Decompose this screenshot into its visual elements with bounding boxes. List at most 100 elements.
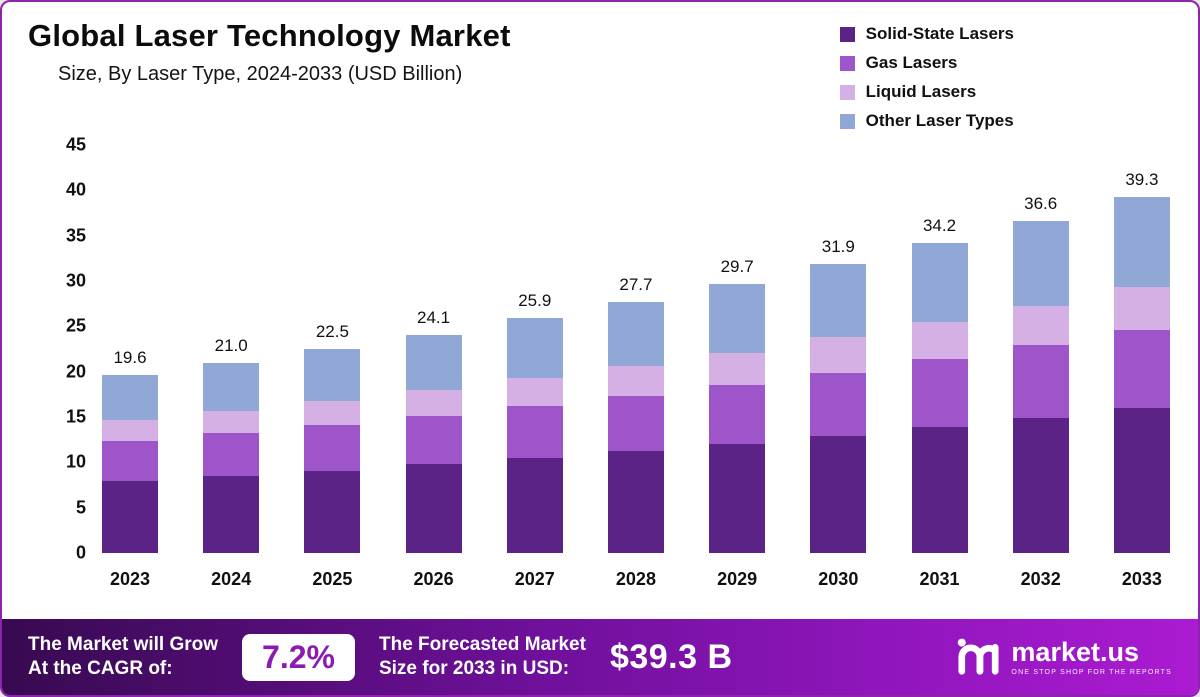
bar-2028: 27.7 2028 bbox=[607, 145, 664, 589]
bar-2025: 22.5 2025 bbox=[304, 145, 361, 589]
bar-segment-other-laser-types bbox=[1012, 221, 1069, 306]
bar-total-label: 29.7 bbox=[720, 256, 754, 276]
forecast-label-line1: The Forecasted Market bbox=[378, 633, 586, 655]
y-tick-label: 40 bbox=[65, 179, 86, 200]
bar-segment-gas-lasers bbox=[1012, 345, 1069, 418]
bar-total-label: 25.9 bbox=[518, 291, 552, 311]
x-axis-label: 2026 bbox=[413, 569, 454, 589]
legend-label: Solid-State Lasers bbox=[865, 24, 1014, 43]
bar-total-label: 21.0 bbox=[214, 335, 248, 355]
bars: 19.6 2023 21.0 2024 22.5 2025 24.1 2026 25.9 2027… bbox=[102, 145, 1170, 589]
brand-tagline: One Stop Shop For The Reports bbox=[1011, 668, 1172, 676]
cagr-label-line2: At the CAGR of: bbox=[28, 658, 173, 679]
y-tick-label: 45 bbox=[65, 134, 86, 155]
bar-segment-solid-state-lasers bbox=[607, 451, 664, 553]
y-tick-label: 25 bbox=[65, 315, 86, 336]
brand-text: market.us One Stop Shop For The Reports bbox=[1011, 636, 1172, 676]
bar-segment-solid-state-lasers bbox=[810, 436, 867, 553]
bar-segment-solid-state-lasers bbox=[405, 464, 462, 553]
bar-segment-gas-lasers bbox=[102, 441, 158, 482]
x-axis-label: 2024 bbox=[211, 569, 252, 589]
bar-2033: 39.3 2033 bbox=[1113, 145, 1170, 589]
bar-segment-liquid-lasers bbox=[709, 352, 766, 386]
bar-segment-other-laser-types bbox=[607, 301, 664, 367]
legend: Solid-State Lasers Gas Lasers Liquid Laser… bbox=[839, 24, 1014, 131]
cagr-label-line1: The Market will Grow bbox=[28, 633, 219, 655]
bar-segment-other-laser-types bbox=[911, 242, 968, 322]
legend-item: Other Laser Types bbox=[839, 111, 1014, 131]
legend-label: Other Laser Types bbox=[865, 111, 1014, 130]
footer-banner: The Market will Grow At the CAGR of: 7.2… bbox=[2, 619, 1198, 695]
x-axis-label: 2025 bbox=[312, 569, 353, 589]
bar-segment-gas-lasers bbox=[405, 416, 462, 465]
header: Global Laser Technology Market Size, By … bbox=[2, 2, 1198, 131]
bar-2031: 34.2 2031 bbox=[911, 145, 968, 589]
title-block: Global Laser Technology Market Size, By … bbox=[28, 18, 511, 131]
bar-2026: 24.1 2026 bbox=[405, 145, 462, 589]
bar-segment-liquid-lasers bbox=[1012, 305, 1069, 346]
bar-total-label: 19.6 bbox=[113, 348, 147, 368]
legend-item: Liquid Lasers bbox=[839, 82, 1014, 102]
page-subtitle: Size, By Laser Type, 2024-2033 (USD Bill… bbox=[58, 63, 463, 85]
bar-segment-solid-state-lasers bbox=[911, 426, 968, 553]
legend-item: Solid-State Lasers bbox=[839, 24, 1014, 44]
bar-segment-liquid-lasers bbox=[405, 389, 462, 417]
cagr-label: The Market will Grow At the CAGR of: bbox=[28, 633, 218, 682]
bar-segment-liquid-lasers bbox=[1113, 287, 1170, 330]
marketus-logo-icon bbox=[955, 634, 1001, 681]
bar-segment-liquid-lasers bbox=[203, 410, 260, 434]
chart-area: 19.6 2023 21.0 2024 22.5 2025 24.1 2026 25.9 2027… bbox=[2, 131, 1198, 619]
brand-name: market.us bbox=[1011, 636, 1139, 667]
x-axis-label: 2028 bbox=[615, 569, 656, 589]
bar-2027: 25.9 2027 bbox=[506, 145, 563, 589]
bar-segment-gas-lasers bbox=[304, 425, 361, 471]
x-axis-label: 2032 bbox=[1020, 569, 1061, 589]
bar-segment-liquid-lasers bbox=[102, 419, 158, 442]
bar-2029: 29.7 2029 bbox=[709, 145, 766, 589]
plot: 19.6 2023 21.0 2024 22.5 2025 24.1 2026 25.9 2027… bbox=[66, 135, 1170, 589]
bar-segment-liquid-lasers bbox=[607, 366, 664, 397]
brand-block: market.us One Stop Shop For The Reports bbox=[955, 634, 1172, 681]
cagr-value-badge: 7.2% bbox=[242, 633, 355, 681]
bar-segment-liquid-lasers bbox=[304, 400, 361, 426]
forecast-value: $39.3 B bbox=[609, 637, 733, 676]
bar-segment-solid-state-lasers bbox=[203, 475, 260, 553]
bar-total-label: 36.6 bbox=[1024, 194, 1058, 214]
legend-item: Gas Lasers bbox=[839, 53, 1014, 73]
bar-segment-other-laser-types bbox=[405, 334, 462, 390]
legend-label: Liquid Lasers bbox=[865, 82, 977, 101]
bar-segment-gas-lasers bbox=[1113, 329, 1170, 408]
bar-segment-gas-lasers bbox=[911, 359, 968, 427]
y-tick-label: 35 bbox=[65, 225, 86, 246]
bar-segment-gas-lasers bbox=[709, 385, 766, 445]
page-title: Global Laser Technology Market bbox=[28, 18, 511, 53]
y-tick-label: 30 bbox=[65, 270, 86, 291]
legend-label: Gas Lasers bbox=[865, 53, 958, 72]
bar-segment-gas-lasers bbox=[203, 433, 260, 476]
bar-segment-solid-state-lasers bbox=[1113, 407, 1170, 553]
x-axis-label: 2027 bbox=[514, 569, 555, 589]
bar-segment-gas-lasers bbox=[506, 406, 563, 458]
bar-segment-other-laser-types bbox=[709, 283, 766, 353]
bar-segment-other-laser-types bbox=[810, 263, 867, 338]
bar-total-label: 39.3 bbox=[1125, 169, 1159, 189]
bar-total-label: 31.9 bbox=[821, 236, 855, 256]
bar-segment-solid-state-lasers bbox=[304, 470, 361, 553]
y-tick-label: 15 bbox=[65, 406, 86, 427]
bar-segment-other-laser-types bbox=[102, 375, 158, 420]
bar-segment-liquid-lasers bbox=[506, 378, 563, 407]
bar-segment-other-laser-types bbox=[203, 362, 260, 411]
bar-total-label: 24.1 bbox=[417, 307, 451, 327]
y-tick-label: 10 bbox=[65, 451, 86, 472]
x-axis-label: 2030 bbox=[818, 569, 859, 589]
bar-segment-other-laser-types bbox=[1113, 196, 1170, 288]
x-axis-label: 2031 bbox=[919, 569, 960, 589]
y-tick-label: 5 bbox=[75, 497, 86, 518]
x-axis-label: 2033 bbox=[1121, 569, 1162, 589]
bar-2032: 36.6 2032 bbox=[1012, 145, 1069, 589]
x-axis-label: 2023 bbox=[109, 569, 151, 589]
bar-segment-gas-lasers bbox=[607, 396, 664, 452]
bar-segment-solid-state-lasers bbox=[506, 457, 563, 553]
bar-segment-solid-state-lasers bbox=[1012, 417, 1069, 553]
